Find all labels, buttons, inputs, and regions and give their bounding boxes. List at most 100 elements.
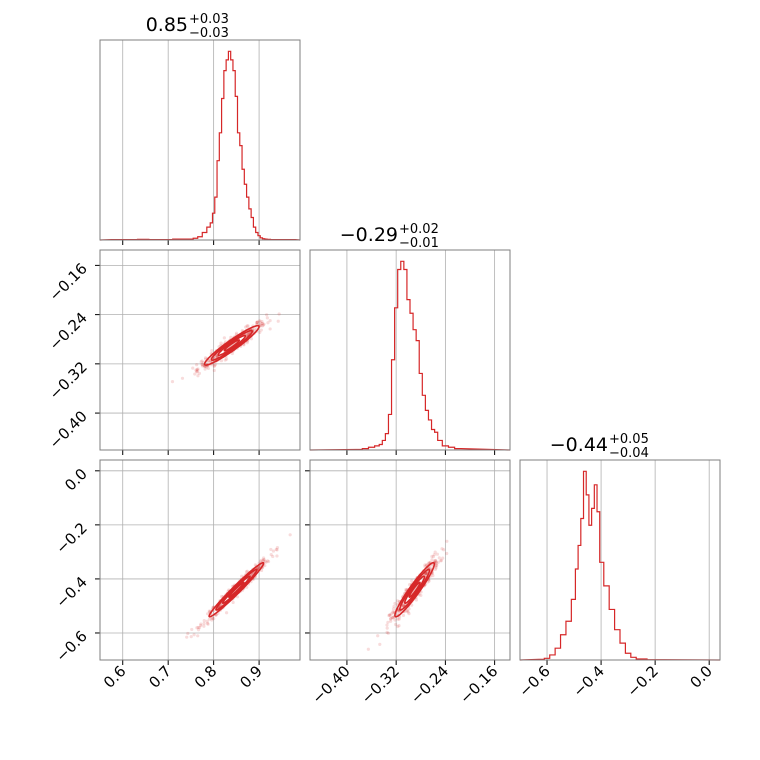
sample-point bbox=[255, 320, 259, 325]
sample-point bbox=[222, 336, 226, 340]
sample-point bbox=[433, 559, 437, 563]
sample-point bbox=[435, 563, 439, 567]
sample-point bbox=[258, 319, 262, 323]
contour-level-1 bbox=[408, 581, 421, 598]
scatter-panel-3 bbox=[305, 459, 511, 665]
sample-point bbox=[396, 624, 400, 629]
sample-point bbox=[274, 547, 278, 552]
sample-point bbox=[259, 324, 263, 328]
sample-point bbox=[402, 603, 406, 607]
sample-point bbox=[212, 363, 216, 368]
title-median: −0.44 bbox=[550, 434, 608, 456]
sample-point bbox=[189, 634, 193, 639]
x-tick-label: −0.4 bbox=[569, 662, 607, 700]
histogram-panel-2: −0.29 +0.02−0.01 bbox=[309, 222, 511, 455]
sample-point bbox=[268, 327, 272, 331]
title-minus: −0.04 bbox=[609, 446, 649, 461]
sample-point bbox=[269, 547, 273, 552]
sample-point bbox=[394, 622, 398, 627]
sample-point bbox=[397, 623, 401, 628]
sample-point bbox=[404, 587, 408, 592]
sample-point bbox=[389, 612, 393, 616]
sample-point bbox=[190, 627, 194, 632]
sample-point bbox=[243, 325, 248, 329]
sample-point bbox=[391, 607, 396, 611]
sample-point bbox=[199, 360, 203, 364]
sample-point bbox=[434, 566, 438, 570]
sample-point bbox=[386, 620, 390, 624]
y-tick-label: −0.6 bbox=[52, 627, 90, 665]
sample-point bbox=[195, 369, 199, 374]
sample-point bbox=[205, 361, 209, 365]
axes-frame bbox=[519, 459, 721, 661]
axes-frame bbox=[309, 249, 511, 451]
sample-point bbox=[391, 611, 395, 615]
sample-point bbox=[391, 616, 395, 620]
sample-point bbox=[263, 563, 267, 568]
sample-point bbox=[397, 617, 401, 621]
sample-point bbox=[430, 558, 434, 562]
sample-point bbox=[439, 559, 443, 563]
sample-point bbox=[203, 356, 208, 360]
sample-point bbox=[401, 613, 406, 618]
sample-point bbox=[266, 321, 270, 325]
sample-point bbox=[258, 330, 262, 334]
sample-point bbox=[258, 559, 263, 563]
sample-point bbox=[253, 563, 257, 567]
sample-point bbox=[271, 549, 276, 553]
sample-point bbox=[445, 551, 449, 556]
title-median: 0.85 bbox=[146, 14, 188, 36]
sample-point bbox=[245, 569, 249, 573]
sample-point bbox=[255, 320, 259, 325]
sample-point bbox=[275, 554, 279, 558]
sample-point bbox=[210, 616, 214, 621]
sample-point bbox=[389, 617, 393, 621]
sample-point bbox=[424, 572, 428, 576]
sample-point bbox=[410, 579, 414, 583]
sample-point bbox=[389, 617, 393, 621]
sample-point bbox=[191, 366, 195, 370]
sample-point bbox=[366, 647, 370, 651]
sample-point bbox=[170, 380, 175, 384]
sample-point bbox=[263, 559, 268, 564]
sample-point bbox=[185, 635, 189, 639]
sample-point bbox=[219, 359, 224, 363]
title-median: −0.29 bbox=[340, 224, 398, 246]
x-tick-label: 0.9 bbox=[236, 662, 266, 692]
sample-point bbox=[386, 631, 390, 635]
sample-point bbox=[385, 626, 389, 630]
sample-point bbox=[262, 322, 266, 326]
sample-point bbox=[205, 619, 209, 623]
sample-point bbox=[261, 323, 265, 327]
contour-level-2 bbox=[221, 575, 251, 605]
sample-point bbox=[442, 548, 446, 552]
y-tick-label: −0.40 bbox=[46, 407, 91, 452]
sample-point bbox=[213, 363, 218, 367]
sample-point bbox=[205, 621, 210, 625]
sample-point bbox=[396, 599, 400, 603]
sample-point bbox=[265, 316, 269, 320]
histogram-step bbox=[519, 470, 721, 661]
sample-point bbox=[275, 548, 279, 552]
sample-point bbox=[202, 621, 206, 626]
sample-point bbox=[260, 319, 264, 324]
contour-level-1 bbox=[228, 581, 245, 598]
sample-point bbox=[275, 546, 280, 550]
sample-point bbox=[388, 613, 392, 618]
contour-level-1 bbox=[223, 339, 241, 352]
axes-frame bbox=[309, 459, 511, 661]
histogram-panel-1: 0.85 +0.03−0.03 bbox=[99, 12, 301, 245]
scatter-panel-2 bbox=[95, 459, 301, 665]
sample-point bbox=[258, 320, 262, 324]
sample-point bbox=[260, 321, 265, 326]
sample-point bbox=[230, 351, 234, 356]
sample-point bbox=[424, 571, 428, 576]
sample-point bbox=[210, 349, 214, 353]
contours bbox=[394, 561, 436, 618]
sample-point bbox=[435, 552, 439, 556]
sample-point bbox=[395, 611, 400, 615]
contours bbox=[208, 561, 265, 618]
sample-point bbox=[246, 324, 250, 328]
sample-point bbox=[200, 359, 204, 363]
x-tick-label: −0.6 bbox=[515, 662, 553, 700]
